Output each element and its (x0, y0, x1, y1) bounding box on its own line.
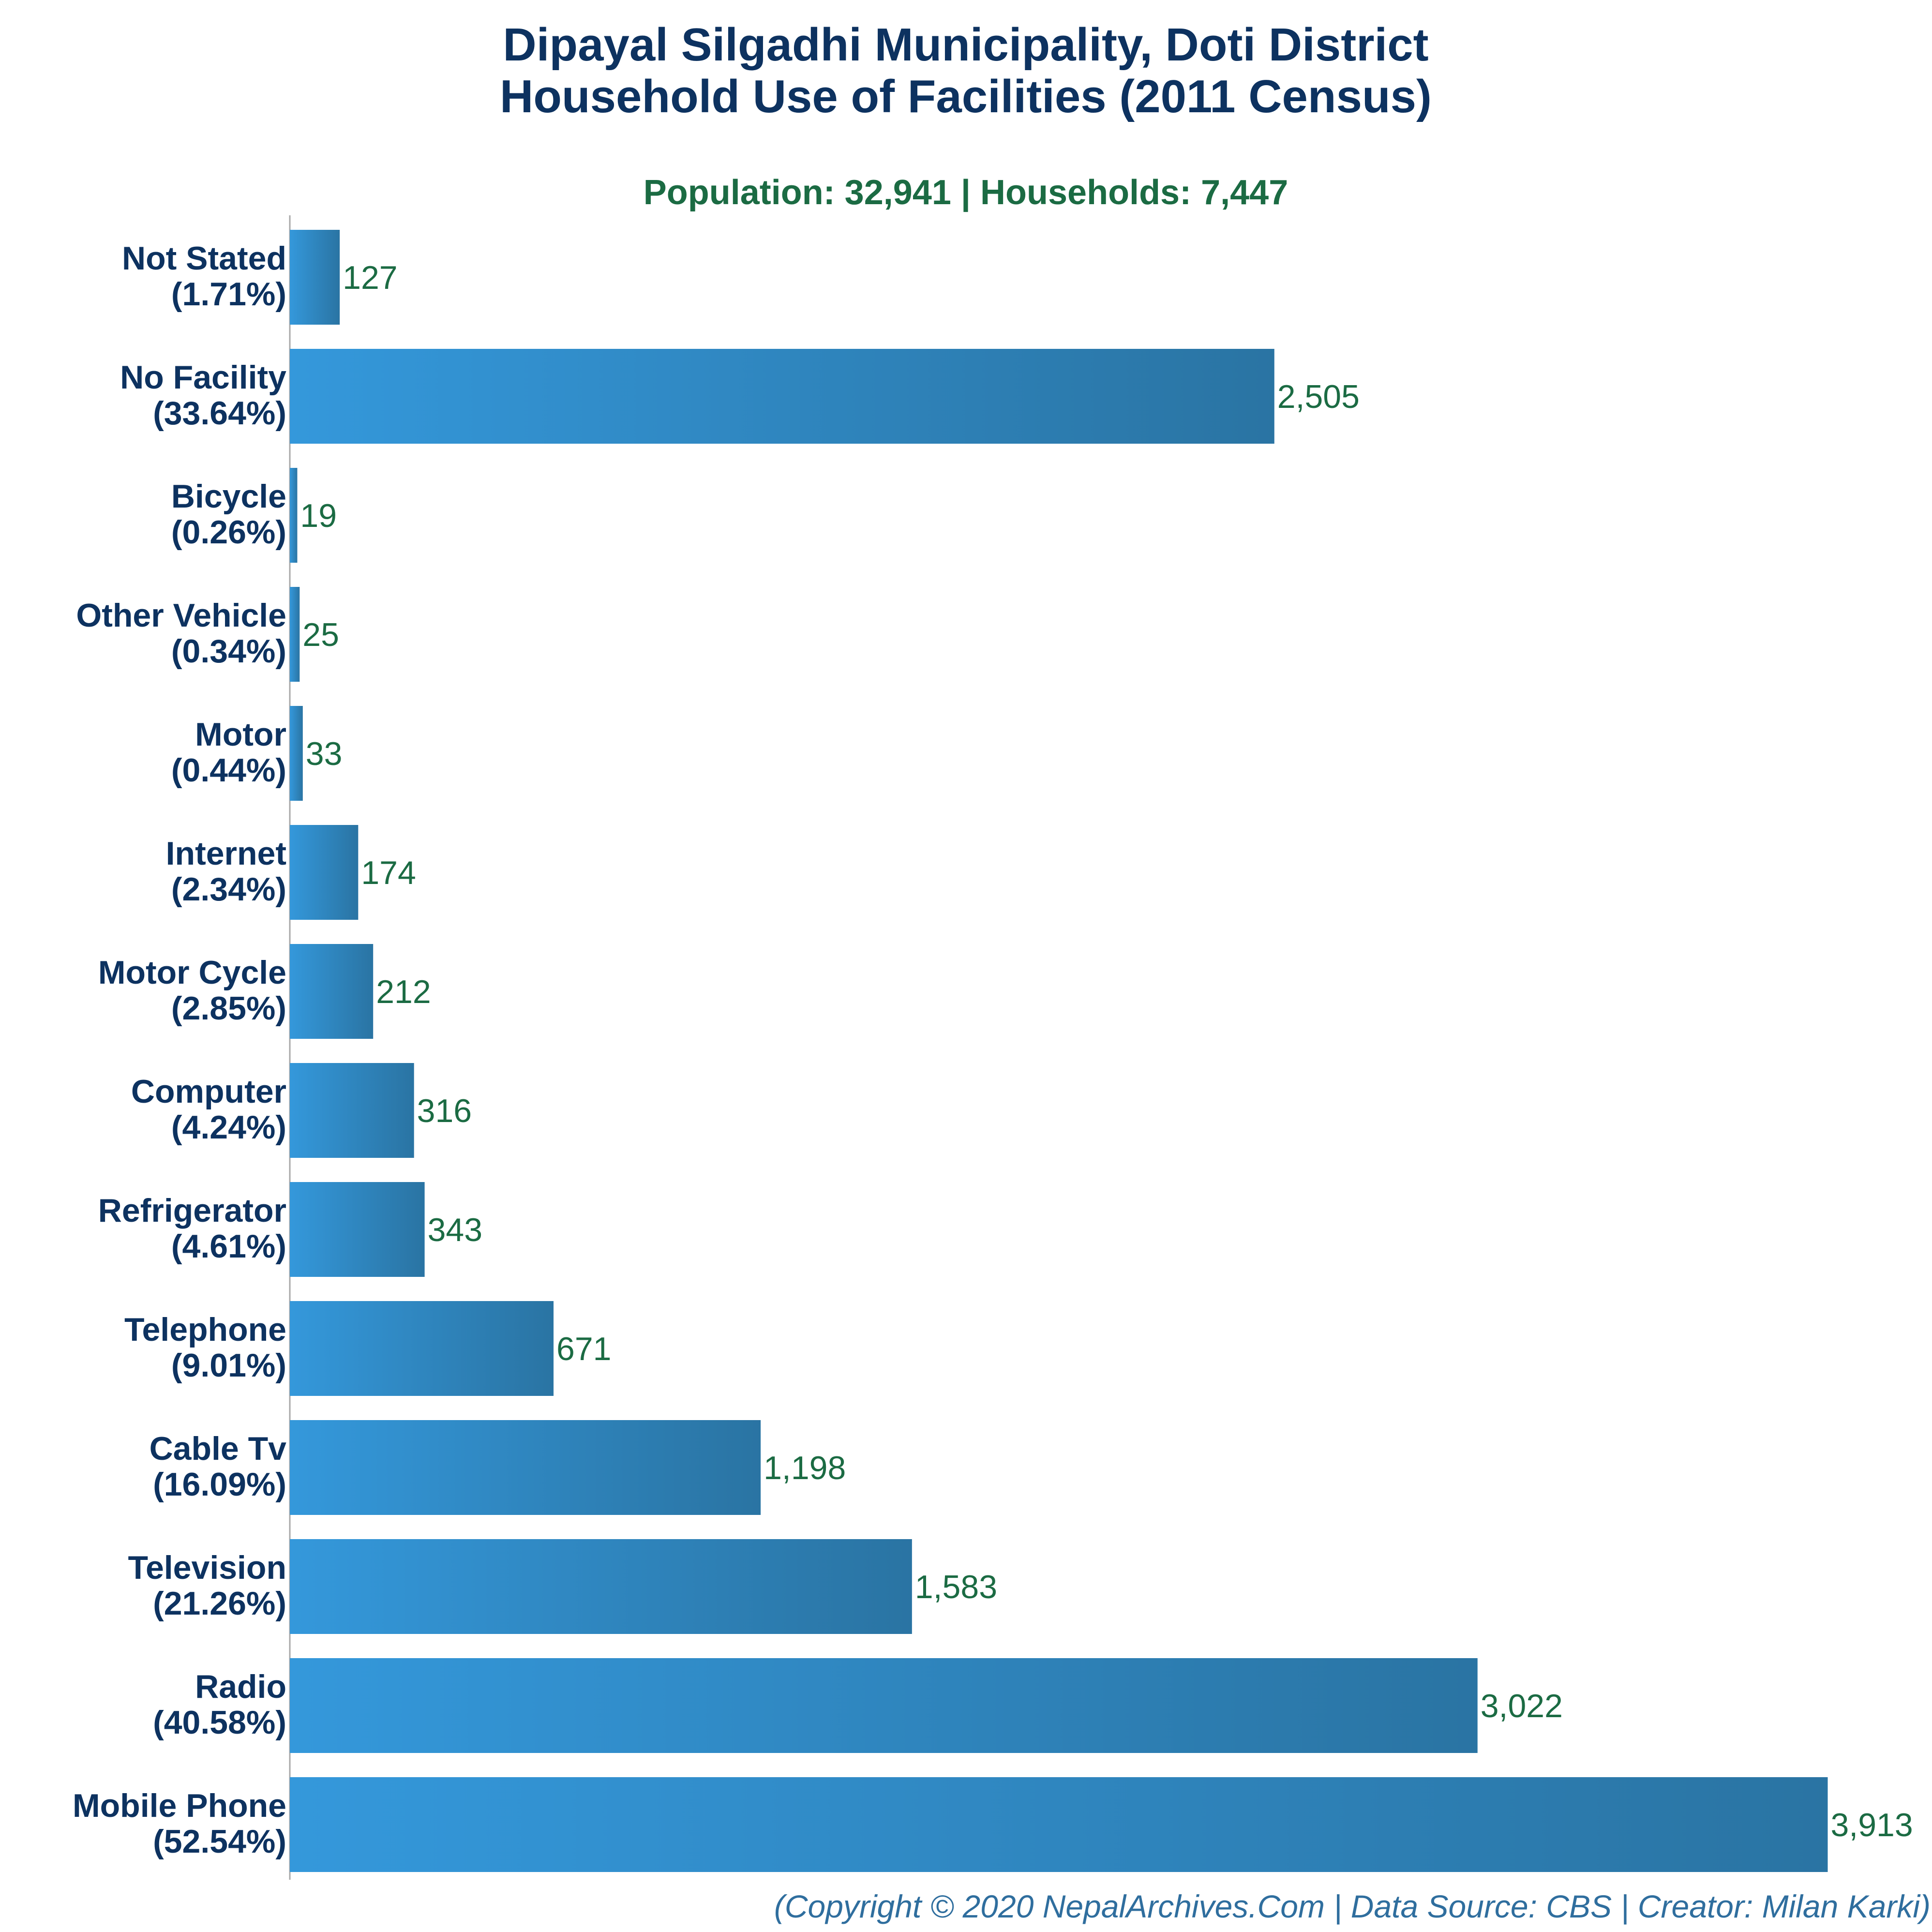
percent-label: (4.61%) (171, 1228, 286, 1265)
percent-label: (52.54%) (153, 1823, 286, 1860)
bar-no-facility (290, 349, 1274, 444)
percent-label: (2.34%) (171, 871, 286, 908)
percent-label: (2.85%) (171, 990, 286, 1027)
value-label: 1,198 (764, 1450, 846, 1486)
chart-title-line-1: Dipayal Silgadhi Municipality, Doti Dist… (503, 19, 1428, 71)
category-label: Cable Tv (150, 1430, 287, 1467)
value-label: 33 (306, 735, 343, 772)
value-label: 3,913 (1830, 1807, 1913, 1843)
value-label: 19 (300, 497, 337, 534)
category-label: Internet (166, 835, 286, 872)
category-label: Other Vehicle (76, 597, 286, 634)
percent-label: (1.71%) (171, 276, 286, 313)
category-label: Motor Cycle (98, 954, 286, 991)
bar-telephone (290, 1301, 554, 1396)
bar-radio (290, 1658, 1478, 1753)
bars-layer: 127 Not Stated(1.71%) 2,505 No Facility(33.… (73, 230, 1913, 1872)
percent-label: (21.26%) (153, 1585, 286, 1622)
category-label: Mobile Phone (73, 1787, 286, 1824)
value-label: 127 (343, 259, 397, 296)
value-label: 1,583 (915, 1569, 997, 1605)
category-label: Bicycle (171, 478, 286, 515)
bar-mobile-phone (290, 1777, 1828, 1872)
bar-cable-tv (290, 1420, 761, 1515)
bar-bicycle (290, 468, 298, 563)
category-label: Telephone (124, 1311, 286, 1348)
bar-other-vehicle (290, 587, 300, 682)
footer-credit: (Copyright © 2020 NepalArchives.Com | Da… (774, 1888, 1931, 1925)
category-label: Radio (195, 1668, 286, 1705)
percent-label: (0.26%) (171, 514, 286, 551)
percent-label: (9.01%) (171, 1347, 286, 1384)
value-label: 2,505 (1277, 378, 1360, 415)
value-label: 212 (376, 973, 431, 1010)
category-label: No Facility (120, 359, 286, 396)
percent-label: (4.24%) (171, 1109, 286, 1146)
bar-internet (290, 825, 359, 920)
value-label: 3,022 (1481, 1688, 1563, 1724)
value-label: 671 (556, 1331, 611, 1367)
percent-label: (33.64%) (153, 395, 286, 432)
value-label: 25 (302, 616, 339, 653)
bar-television (290, 1539, 912, 1634)
bar-computer (290, 1063, 414, 1158)
category-label: Refrigerator (98, 1192, 286, 1229)
bar-motor-cycle (290, 944, 374, 1039)
percent-label: (0.34%) (171, 633, 286, 670)
bar-not-stated (290, 230, 340, 325)
percent-label: (0.44%) (171, 752, 286, 789)
value-label: 343 (428, 1212, 482, 1248)
percent-label: (40.58%) (153, 1704, 286, 1741)
value-label: 316 (417, 1093, 472, 1129)
category-label: Not Stated (122, 240, 286, 277)
chart-subtitle: Population: 32,941 | Households: 7,447 (644, 173, 1288, 212)
bar-motor (290, 706, 303, 801)
percent-label: (16.09%) (153, 1466, 286, 1503)
category-label: Television (128, 1549, 286, 1586)
chart-title-line-2: Household Use of Facilities (2011 Census… (500, 71, 1432, 122)
value-label: 174 (361, 854, 416, 891)
category-label: Motor (195, 716, 286, 753)
bar-refrigerator (290, 1182, 425, 1277)
category-label: Computer (131, 1073, 286, 1110)
